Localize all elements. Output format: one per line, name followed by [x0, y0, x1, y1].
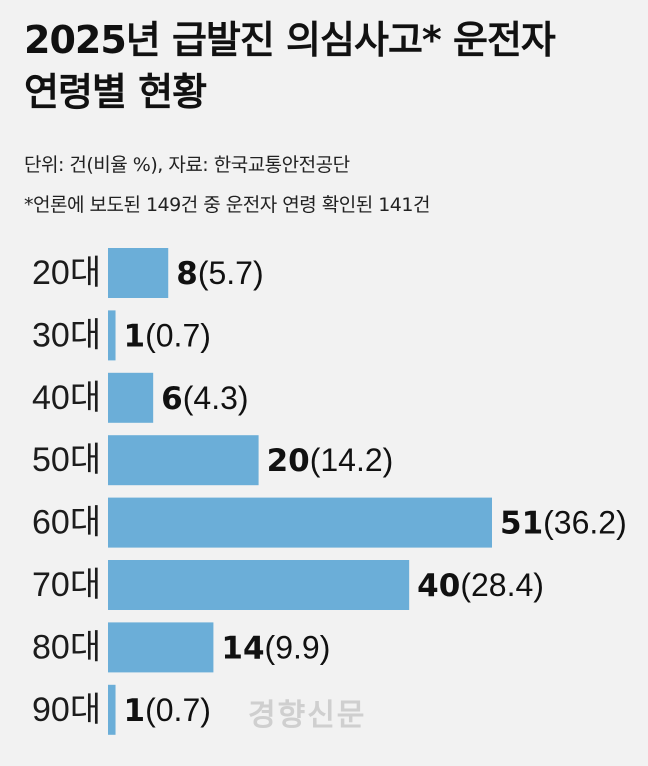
value-percent: (14.2) — [310, 442, 394, 478]
value-percent: (0.7) — [145, 317, 211, 353]
value-percent: (0.7) — [145, 692, 211, 728]
value-label: 6(4.3) — [161, 380, 248, 417]
category-label: 80대 — [32, 628, 101, 666]
unit-source-line: 단위: 건(비율 %), 자료: 한국교통안전공단 — [24, 154, 350, 176]
value-count: 20 — [267, 443, 310, 479]
bar — [108, 684, 116, 735]
category-label: 20대 — [32, 254, 101, 292]
category-label: 70대 — [32, 566, 101, 604]
value-label: 14(9.9) — [221, 629, 330, 666]
value-label: 20(14.2) — [267, 442, 394, 479]
footnote: *언론에 보도된 149건 중 운전자 연령 확인된 141건 — [24, 194, 430, 216]
value-label: 51(36.2) — [500, 505, 627, 542]
bar — [108, 248, 169, 298]
bar — [108, 622, 214, 673]
value-count: 6 — [161, 381, 183, 417]
title-line-1: 2025년 급발진 의심사고* 운전자 — [24, 18, 556, 62]
category-label: 30대 — [32, 316, 101, 354]
watermark-logo: 경향신문 — [248, 698, 367, 733]
value-label: 40(28.4) — [417, 567, 544, 604]
value-label: 1(0.7) — [124, 692, 211, 729]
value-percent: (36.2) — [543, 505, 627, 541]
value-label: 8(5.7) — [176, 255, 263, 292]
value-percent: (4.3) — [183, 380, 249, 416]
value-percent: (5.7) — [198, 255, 264, 291]
category-label: 40대 — [32, 379, 101, 417]
bar — [108, 310, 116, 361]
value-count: 40 — [417, 568, 460, 604]
bar — [108, 497, 492, 548]
bar — [108, 435, 259, 486]
value-count: 1 — [124, 693, 146, 729]
category-label: 60대 — [32, 504, 101, 542]
value-percent: (9.9) — [265, 629, 331, 665]
category-label: 50대 — [32, 441, 101, 479]
value-label: 1(0.7) — [124, 317, 211, 354]
value-count: 51 — [500, 506, 543, 542]
bar — [108, 372, 154, 423]
category-label: 90대 — [32, 691, 101, 729]
chart-title: 2025년 급발진 의심사고* 운전자 연령별 현황 — [24, 14, 634, 118]
value-count: 14 — [221, 630, 264, 666]
value-count: 8 — [176, 256, 198, 292]
title-line-2: 연령별 현황 — [24, 70, 207, 114]
value-percent: (28.4) — [460, 567, 544, 603]
bar — [108, 560, 410, 610]
value-count: 1 — [124, 318, 146, 354]
